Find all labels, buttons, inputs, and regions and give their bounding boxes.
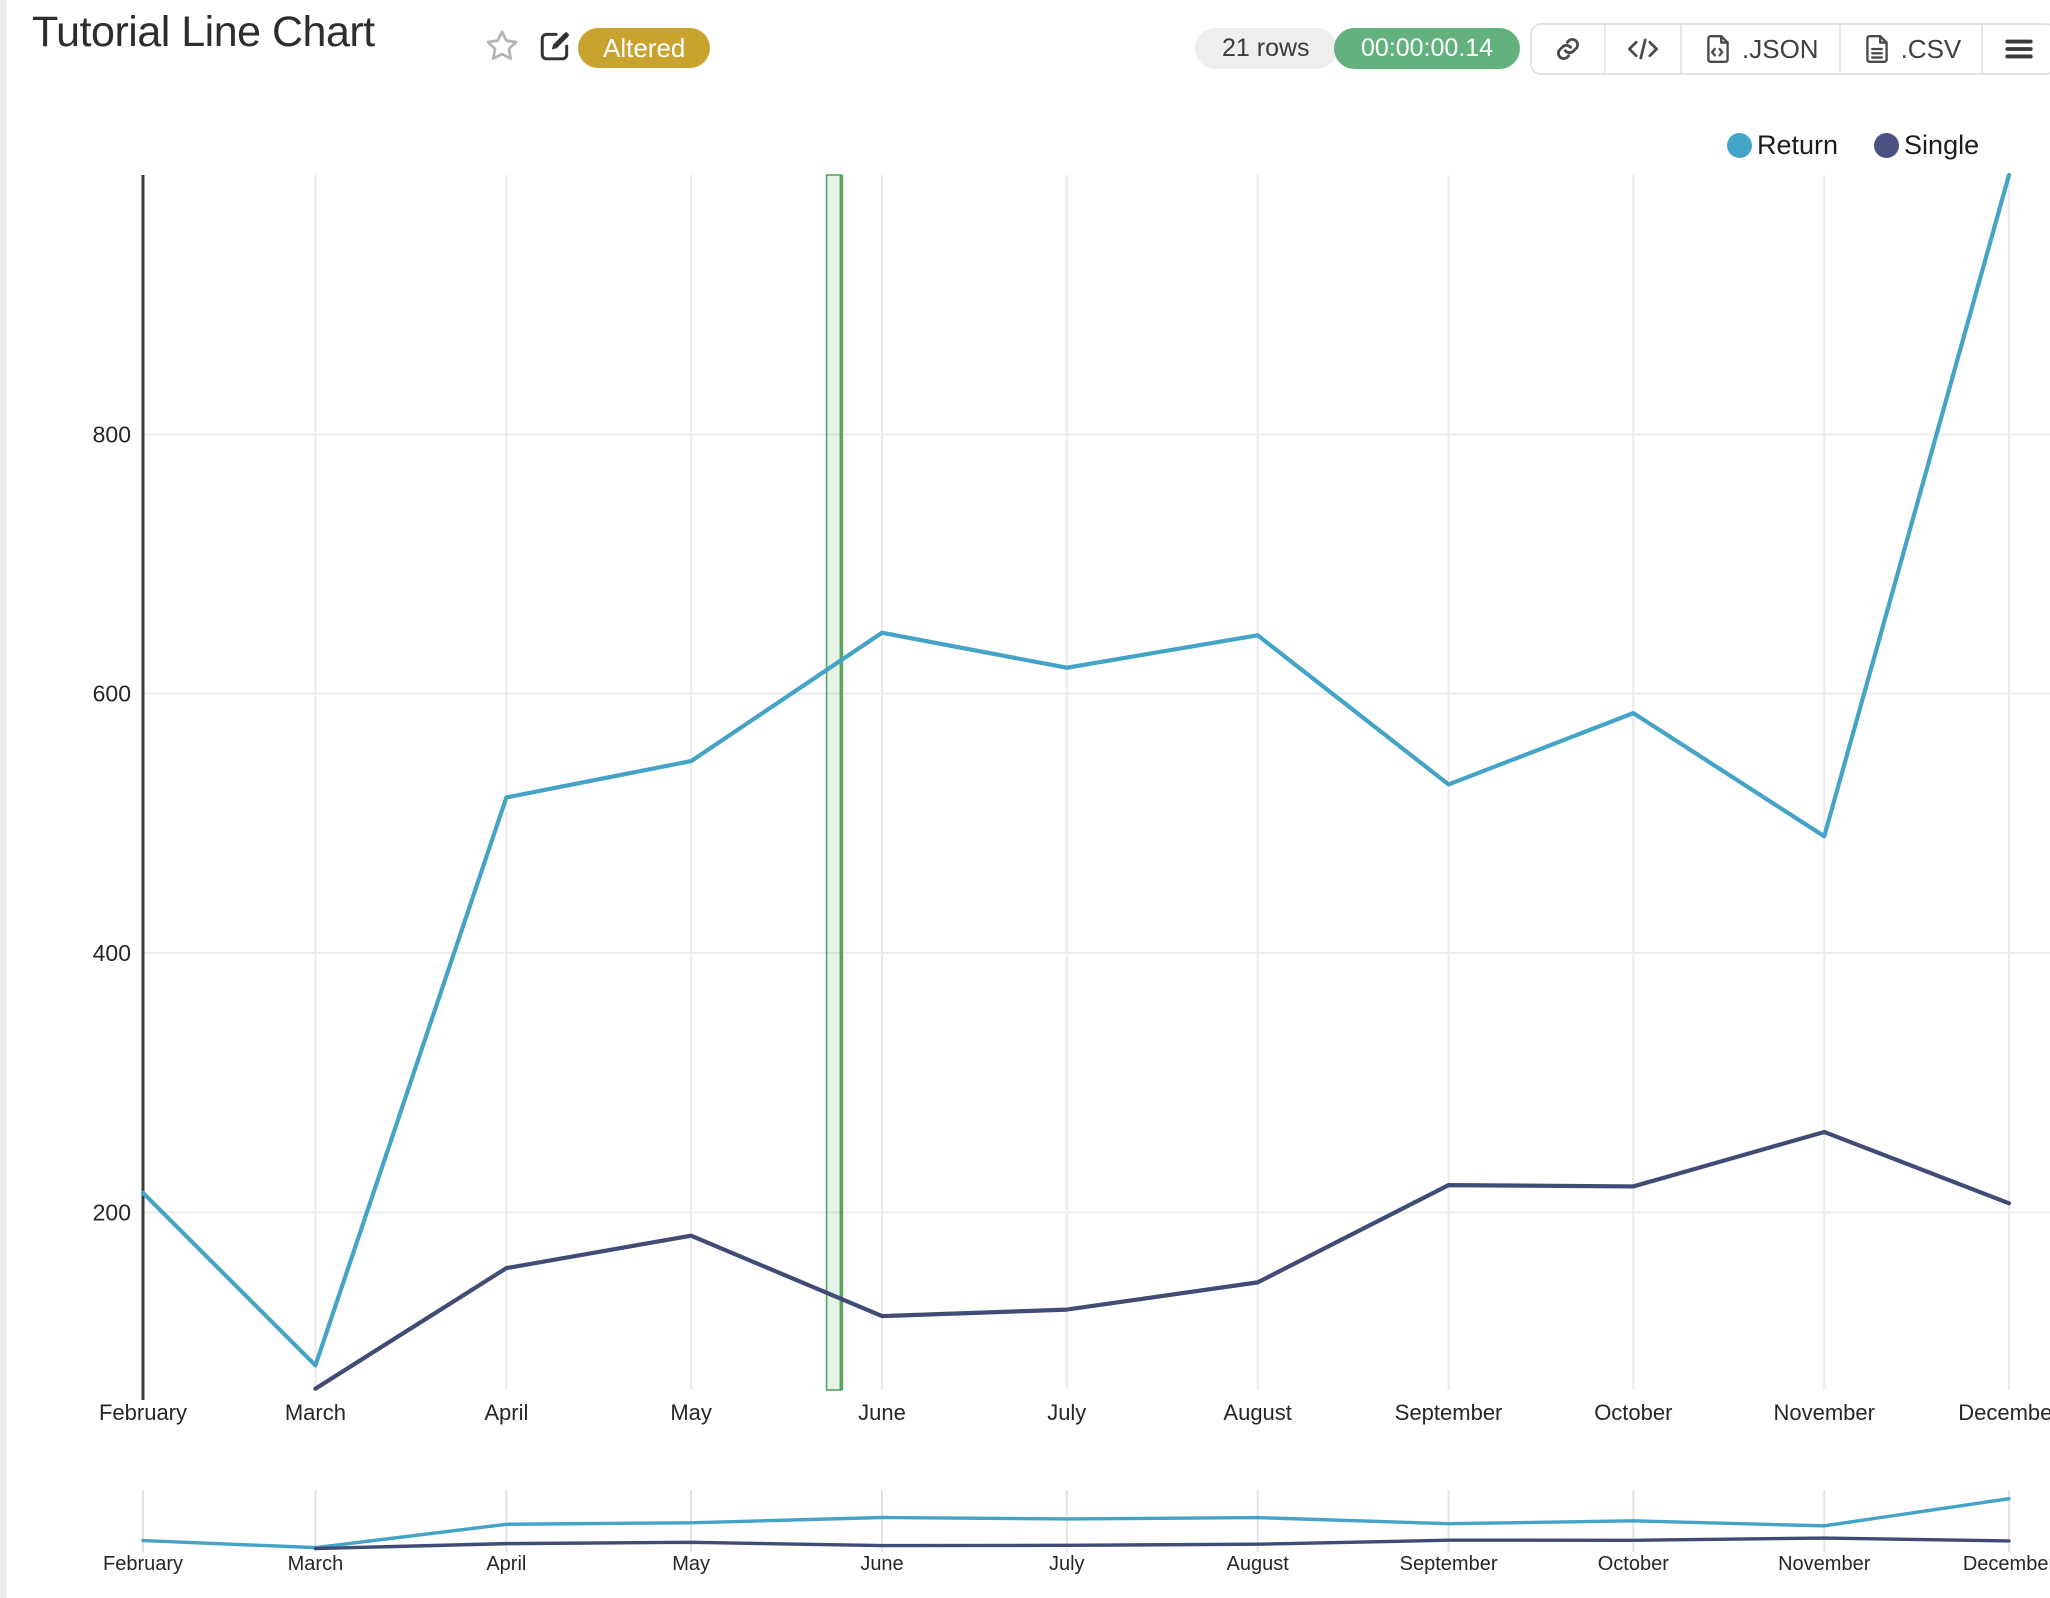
x-axis-month-label: April <box>484 1400 528 1425</box>
download-csv-button[interactable]: .CSV <box>1838 25 1982 73</box>
mini-month-label: October <box>1598 1553 1669 1575</box>
more-menu-button[interactable] <box>1981 25 2050 73</box>
embed-code-button[interactable] <box>1604 25 1680 73</box>
mini-month-label: August <box>1227 1553 1290 1575</box>
y-axis-tick-label: 400 <box>93 940 131 966</box>
download-json-button[interactable]: .JSON <box>1680 25 1839 73</box>
mini-month-label: November <box>1778 1553 1871 1575</box>
legend-label: Single <box>1904 130 1980 160</box>
x-axis-month-label: February <box>99 1400 187 1425</box>
status-badge: Altered <box>578 28 711 68</box>
x-axis-month-label: August <box>1223 1400 1292 1425</box>
y-axis-tick-label: 800 <box>93 421 131 447</box>
window-edge <box>0 0 7 1598</box>
highlight-band[interactable] <box>825 174 843 1391</box>
mini-month-label: December <box>1963 1553 2050 1575</box>
return-mini-series-line[interactable] <box>141 1496 2011 1550</box>
x-axis-month-label: March <box>285 1400 346 1425</box>
mini-month-label: March <box>288 1553 344 1575</box>
legend-item-single[interactable]: Single <box>1874 130 1979 161</box>
share-link-button[interactable] <box>1532 25 1604 73</box>
x-axis-month-label: July <box>1047 1400 1086 1425</box>
menu-icon <box>2005 39 2033 59</box>
x-axis-month-label: June <box>858 1400 906 1425</box>
row-count-badge: 21 rows <box>1195 28 1337 69</box>
single-series-line[interactable] <box>313 1129 2012 1391</box>
mini-month-label: June <box>860 1553 903 1575</box>
return-series-line[interactable] <box>140 172 2012 1368</box>
x-axis-month-label: October <box>1594 1400 1672 1425</box>
y-axis-tick-label: 200 <box>93 1199 131 1225</box>
mini-month-label: May <box>672 1553 710 1575</box>
y-axis-tick-label: 600 <box>93 681 131 707</box>
export-toolbar: .JSON .CSV <box>1530 23 2050 75</box>
link-icon <box>1557 38 1579 60</box>
embed-code-icon <box>1628 38 1658 60</box>
single-series-dot <box>1874 133 1900 158</box>
csv-button-label: .CSV <box>1900 33 1962 64</box>
edit-button[interactable] <box>537 27 573 63</box>
x-axis-month-label: November <box>1774 1400 1875 1425</box>
query-duration-badge: 00:00:00.14 <box>1334 28 1521 69</box>
favorite-star-button[interactable] <box>482 26 522 66</box>
chart-legend: Return Single <box>1727 130 1979 161</box>
mini-month-label: July <box>1049 1553 1085 1575</box>
return-series-dot <box>1727 133 1752 158</box>
json-button-label: .JSON <box>1742 33 1819 64</box>
x-axis-month-label: September <box>1395 1400 1503 1425</box>
page-title: Tutorial Line Chart <box>32 8 375 56</box>
x-axis-month-label: December <box>1958 1400 2050 1425</box>
mini-month-label: September <box>1400 1553 1498 1575</box>
file-code-icon <box>1707 35 1729 63</box>
x-axis-month-label: May <box>670 1400 712 1425</box>
mini-month-label: April <box>486 1553 526 1575</box>
legend-label: Return <box>1757 130 1839 160</box>
mini-month-label: February <box>103 1553 183 1575</box>
star-icon <box>486 30 518 60</box>
single-mini-series-line[interactable] <box>313 1536 2011 1551</box>
legend-item-return[interactable]: Return <box>1727 130 1838 161</box>
file-text-icon <box>1865 35 1888 63</box>
edit-pencil-icon <box>540 31 569 61</box>
